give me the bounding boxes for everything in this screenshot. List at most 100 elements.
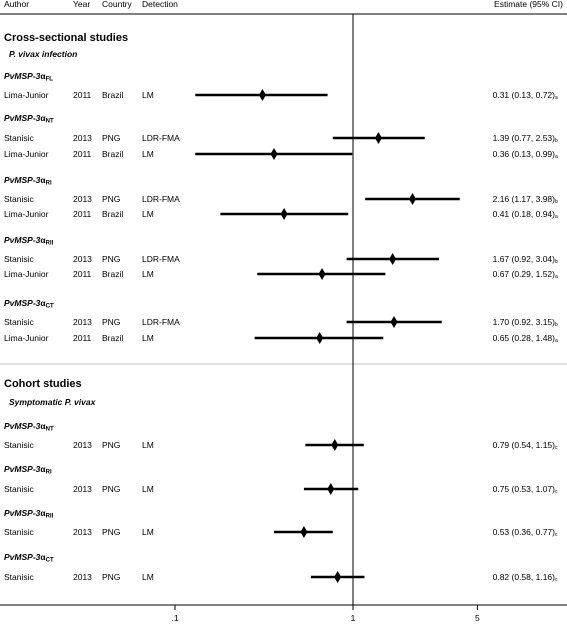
row-year: 2011 [73, 149, 92, 159]
chart-marks: Cross-sectional studies P. vivax infectio… [4, 32, 558, 623]
row-estimate-marker: a [555, 154, 558, 160]
point-estimate-marker [258, 89, 266, 101]
row-estimate-marker: a [555, 274, 558, 280]
row-estimate-marker: b [555, 322, 558, 328]
section-subtitle: Symptomatic P. vivax [9, 397, 97, 407]
row-year: 2013 [73, 572, 92, 582]
row-author: Lima-Junior [4, 209, 49, 219]
point-estimate-marker [374, 132, 382, 144]
row-estimate-text: 0.36 (0.13, 0.99) [493, 149, 556, 159]
row-country: Brazil [102, 333, 123, 343]
row-estimate-text: 0.79 (0.54, 1.15) [493, 440, 556, 450]
row-country: PNG [102, 254, 120, 264]
row-author: Stanisic [4, 317, 35, 327]
row-year: 2011 [73, 269, 92, 279]
row-year: 2013 [73, 527, 92, 537]
row-estimate-marker: b [555, 199, 558, 205]
row-detection: LDR-FMA [142, 254, 180, 264]
row-country: Brazil [102, 209, 123, 219]
row-estimate-marker: a [555, 214, 558, 220]
group-label: PvMSP-3αRII [4, 508, 54, 520]
x-tick-label: .1 [171, 613, 178, 623]
row-estimate-text: 0.65 (0.28, 1.48) [493, 333, 556, 343]
header-estimate: Estimate (95% CI) [494, 0, 563, 9]
row-author: Stanisic [4, 133, 35, 143]
row-detection: LM [142, 527, 154, 537]
point-estimate-marker [270, 148, 278, 160]
row-year: 2011 [73, 209, 92, 219]
row-estimate-marker: c [555, 489, 558, 495]
row-year: 2013 [73, 254, 92, 264]
point-estimate-marker [300, 526, 308, 538]
group-label: PvMSP-3αRI [4, 464, 52, 476]
x-tick-label: 5 [475, 613, 480, 623]
row-estimate-marker: c [555, 532, 558, 538]
header-detection: Detection [142, 0, 178, 9]
group-label: PvMSP-3αNT [4, 113, 54, 125]
row-estimate-marker: b [555, 138, 558, 144]
row-estimate-text: 1.39 (0.77, 2.53) [493, 133, 556, 143]
group-label: PvMSP-3αRI [4, 175, 52, 187]
row-author: Lima-Junior [4, 149, 49, 159]
row-country: Brazil [102, 149, 123, 159]
point-estimate-marker [327, 483, 335, 495]
row-year: 2013 [73, 440, 92, 450]
row-year: 2011 [73, 90, 92, 100]
row-country: PNG [102, 194, 120, 204]
row-author: Stanisic [4, 194, 35, 204]
header-year: Year [73, 0, 90, 9]
point-estimate-marker [318, 268, 326, 280]
header-author: Author [4, 0, 29, 9]
row-detection: LDR-FMA [142, 194, 180, 204]
row-country: PNG [102, 484, 120, 494]
row-country: Brazil [102, 90, 123, 100]
row-author: Lima-Junior [4, 333, 49, 343]
row-estimate-text: 1.67 (0.92, 3.04) [493, 254, 556, 264]
row-estimate-text: 0.67 (0.29, 1.52) [493, 269, 556, 279]
row-author: Stanisic [4, 254, 35, 264]
row-year: 2011 [73, 333, 92, 343]
row-estimate-marker: b [555, 259, 558, 265]
row-country: Brazil [102, 269, 123, 279]
row-estimate-text: 0.75 (0.53, 1.07) [493, 484, 556, 494]
row-detection: LM [142, 90, 154, 100]
row-estimate-text: 0.31 (0.13, 0.72) [493, 90, 556, 100]
row-estimate-marker: c [555, 445, 558, 451]
row-estimate-marker: c [555, 577, 558, 583]
row-country: PNG [102, 527, 120, 537]
row-detection: LDR-FMA [142, 133, 180, 143]
row-estimate-text: 2.16 (1.17, 3.98) [493, 194, 556, 204]
row-estimate-text: 1.70 (0.92, 3.15) [493, 317, 556, 327]
row-estimate-marker: a [555, 95, 558, 101]
row-country: PNG [102, 572, 120, 582]
row-estimate-text: 0.41 (0.18, 0.94) [493, 209, 556, 219]
row-year: 2013 [73, 133, 92, 143]
row-detection: LM [142, 209, 154, 219]
x-tick-label: 1 [351, 613, 356, 623]
row-detection: LM [142, 269, 154, 279]
point-estimate-marker [389, 253, 397, 265]
point-estimate-marker [331, 439, 339, 451]
row-author: Stanisic [4, 527, 35, 537]
row-author: Stanisic [4, 440, 35, 450]
point-estimate-marker [334, 571, 342, 583]
row-year: 2013 [73, 194, 92, 204]
group-label: PvMSP-3αCT [4, 552, 54, 564]
group-label: PvMSP-3αRII [4, 235, 54, 247]
row-year: 2013 [73, 317, 92, 327]
point-estimate-marker [390, 316, 398, 328]
row-year: 2013 [73, 484, 92, 494]
row-detection: LDR-FMA [142, 317, 180, 327]
point-estimate-marker [316, 332, 324, 344]
section-subtitle: P. vivax infection [9, 49, 77, 59]
section-title: Cross-sectional studies [4, 32, 128, 44]
row-estimate-text: 0.53 (0.36, 0.77) [493, 527, 556, 537]
row-estimate-marker: a [555, 338, 558, 344]
row-author: Lima-Junior [4, 90, 49, 100]
row-estimate-text: 0.82 (0.58, 1.16) [493, 572, 556, 582]
group-label: PvMSP-3αFL [4, 71, 53, 83]
header-country: Country [102, 0, 133, 9]
point-estimate-marker [409, 193, 417, 205]
row-country: PNG [102, 440, 120, 450]
row-author: Stanisic [4, 572, 35, 582]
